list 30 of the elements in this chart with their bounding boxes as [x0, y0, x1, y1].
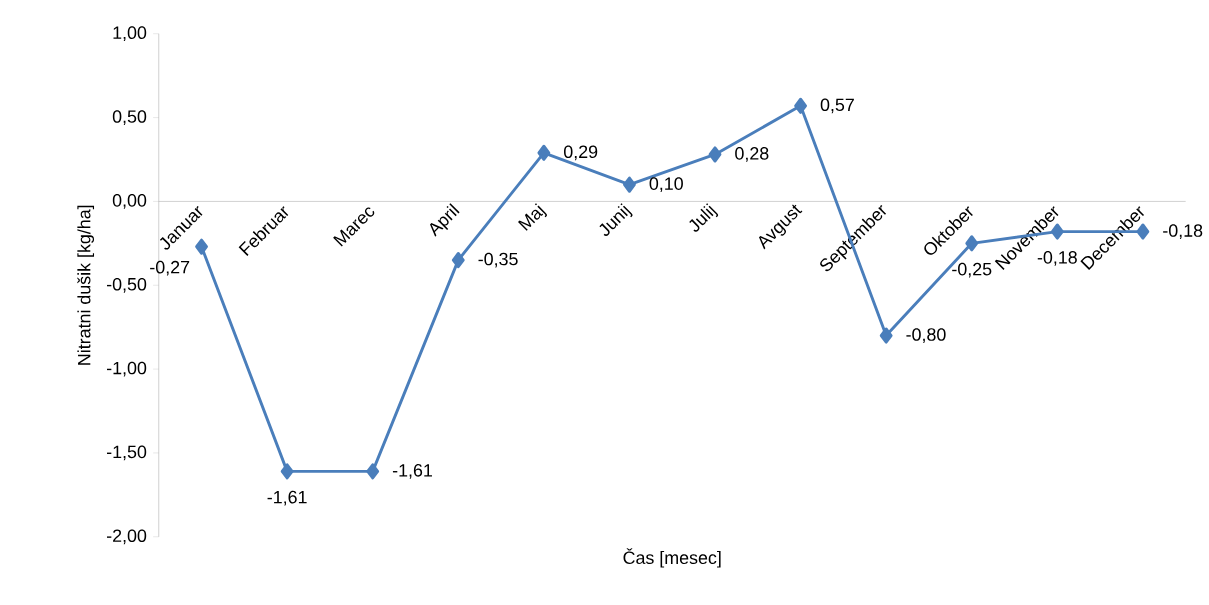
x-axis-title: Čas [mesec] — [623, 548, 721, 568]
data-label: 0,29 — [564, 145, 598, 161]
y-tick-label: -2,00 — [106, 529, 147, 545]
y-tick-label: 0,50 — [112, 110, 147, 125]
y-tick-label: -0,50 — [106, 277, 147, 293]
point — [623, 176, 636, 193]
data-label: -0,35 — [478, 252, 518, 268]
data-label: -0,27 — [150, 260, 190, 276]
data-label: 0,10 — [649, 177, 683, 192]
y-tick-label: 0,00 — [112, 193, 147, 209]
data-label: -1,61 — [267, 490, 307, 506]
y-axis-title: Nitratni dušik [kg/ha] — [77, 205, 95, 365]
point — [794, 97, 808, 114]
y-tick-label: -1,50 — [106, 445, 147, 461]
data-label: 0,57 — [820, 98, 854, 114]
point — [366, 463, 380, 480]
data-label: -0,25 — [952, 262, 992, 278]
data-label: -0,18 — [1163, 224, 1203, 239]
x-tick-label: Maj — [518, 203, 547, 231]
data-label: -0,80 — [906, 328, 946, 343]
point — [280, 463, 294, 480]
y-tick-label: 1,00 — [113, 26, 147, 41]
point — [451, 251, 465, 269]
point — [879, 327, 893, 344]
point — [537, 144, 551, 161]
point — [708, 146, 722, 163]
x-tick-label: Julij — [689, 203, 719, 232]
data-label: 0,28 — [735, 146, 769, 162]
y-tick-label: -1,00 — [106, 361, 147, 377]
data-label: -1,61 — [392, 463, 432, 479]
